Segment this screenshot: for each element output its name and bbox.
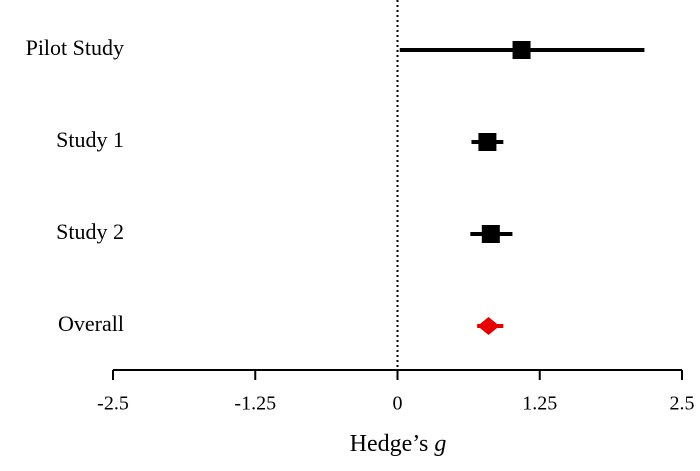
point-estimate: [478, 133, 497, 151]
x-tick-label: -1.25: [234, 393, 276, 415]
x-tick-label: 2.5: [670, 393, 695, 415]
study-label: Study 1: [56, 127, 124, 152]
point-estimate: [512, 41, 531, 59]
study-label: Pilot Study: [26, 35, 124, 60]
x-axis-label-text: Hedge’s: [350, 431, 429, 457]
x-axis-label: Hedge’s g: [350, 431, 447, 457]
x-tick-label: -2.5: [97, 393, 129, 415]
point-estimate: [481, 225, 500, 243]
study-label: Study 2: [56, 219, 124, 244]
x-tick-label: 1.25: [522, 393, 557, 415]
x-tick-label: 0: [393, 393, 403, 415]
x-axis-label-italic: g: [434, 431, 446, 457]
study-label: Overall: [58, 311, 124, 336]
point-estimate: [477, 317, 500, 335]
